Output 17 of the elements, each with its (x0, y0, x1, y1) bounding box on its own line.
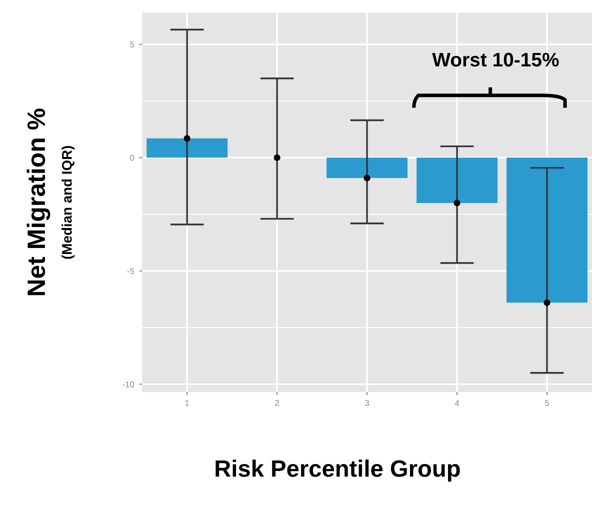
annotation: Worst 10-15% (432, 52, 559, 67)
point (274, 154, 280, 161)
x-axis-title: Risk Percentile Group (216, 460, 460, 482)
x-tick-label: 2 (275, 400, 279, 406)
y-tick-label: 5 (130, 42, 134, 48)
point (184, 135, 190, 142)
point (364, 174, 370, 182)
y-tick-label: -10 (122, 381, 134, 388)
point (544, 299, 550, 306)
y-tick-label: -5 (127, 268, 134, 274)
x-tick-label: 4 (454, 400, 460, 406)
y-axis-title: Net Migration % (Median and IQR) (26, 108, 75, 296)
point (454, 200, 460, 206)
x-tick-label: 3 (365, 400, 369, 406)
y-tick-label: 0 (130, 154, 134, 161)
x-tick-label: 1 (185, 400, 189, 406)
x-tick-label: 5 (545, 400, 549, 406)
